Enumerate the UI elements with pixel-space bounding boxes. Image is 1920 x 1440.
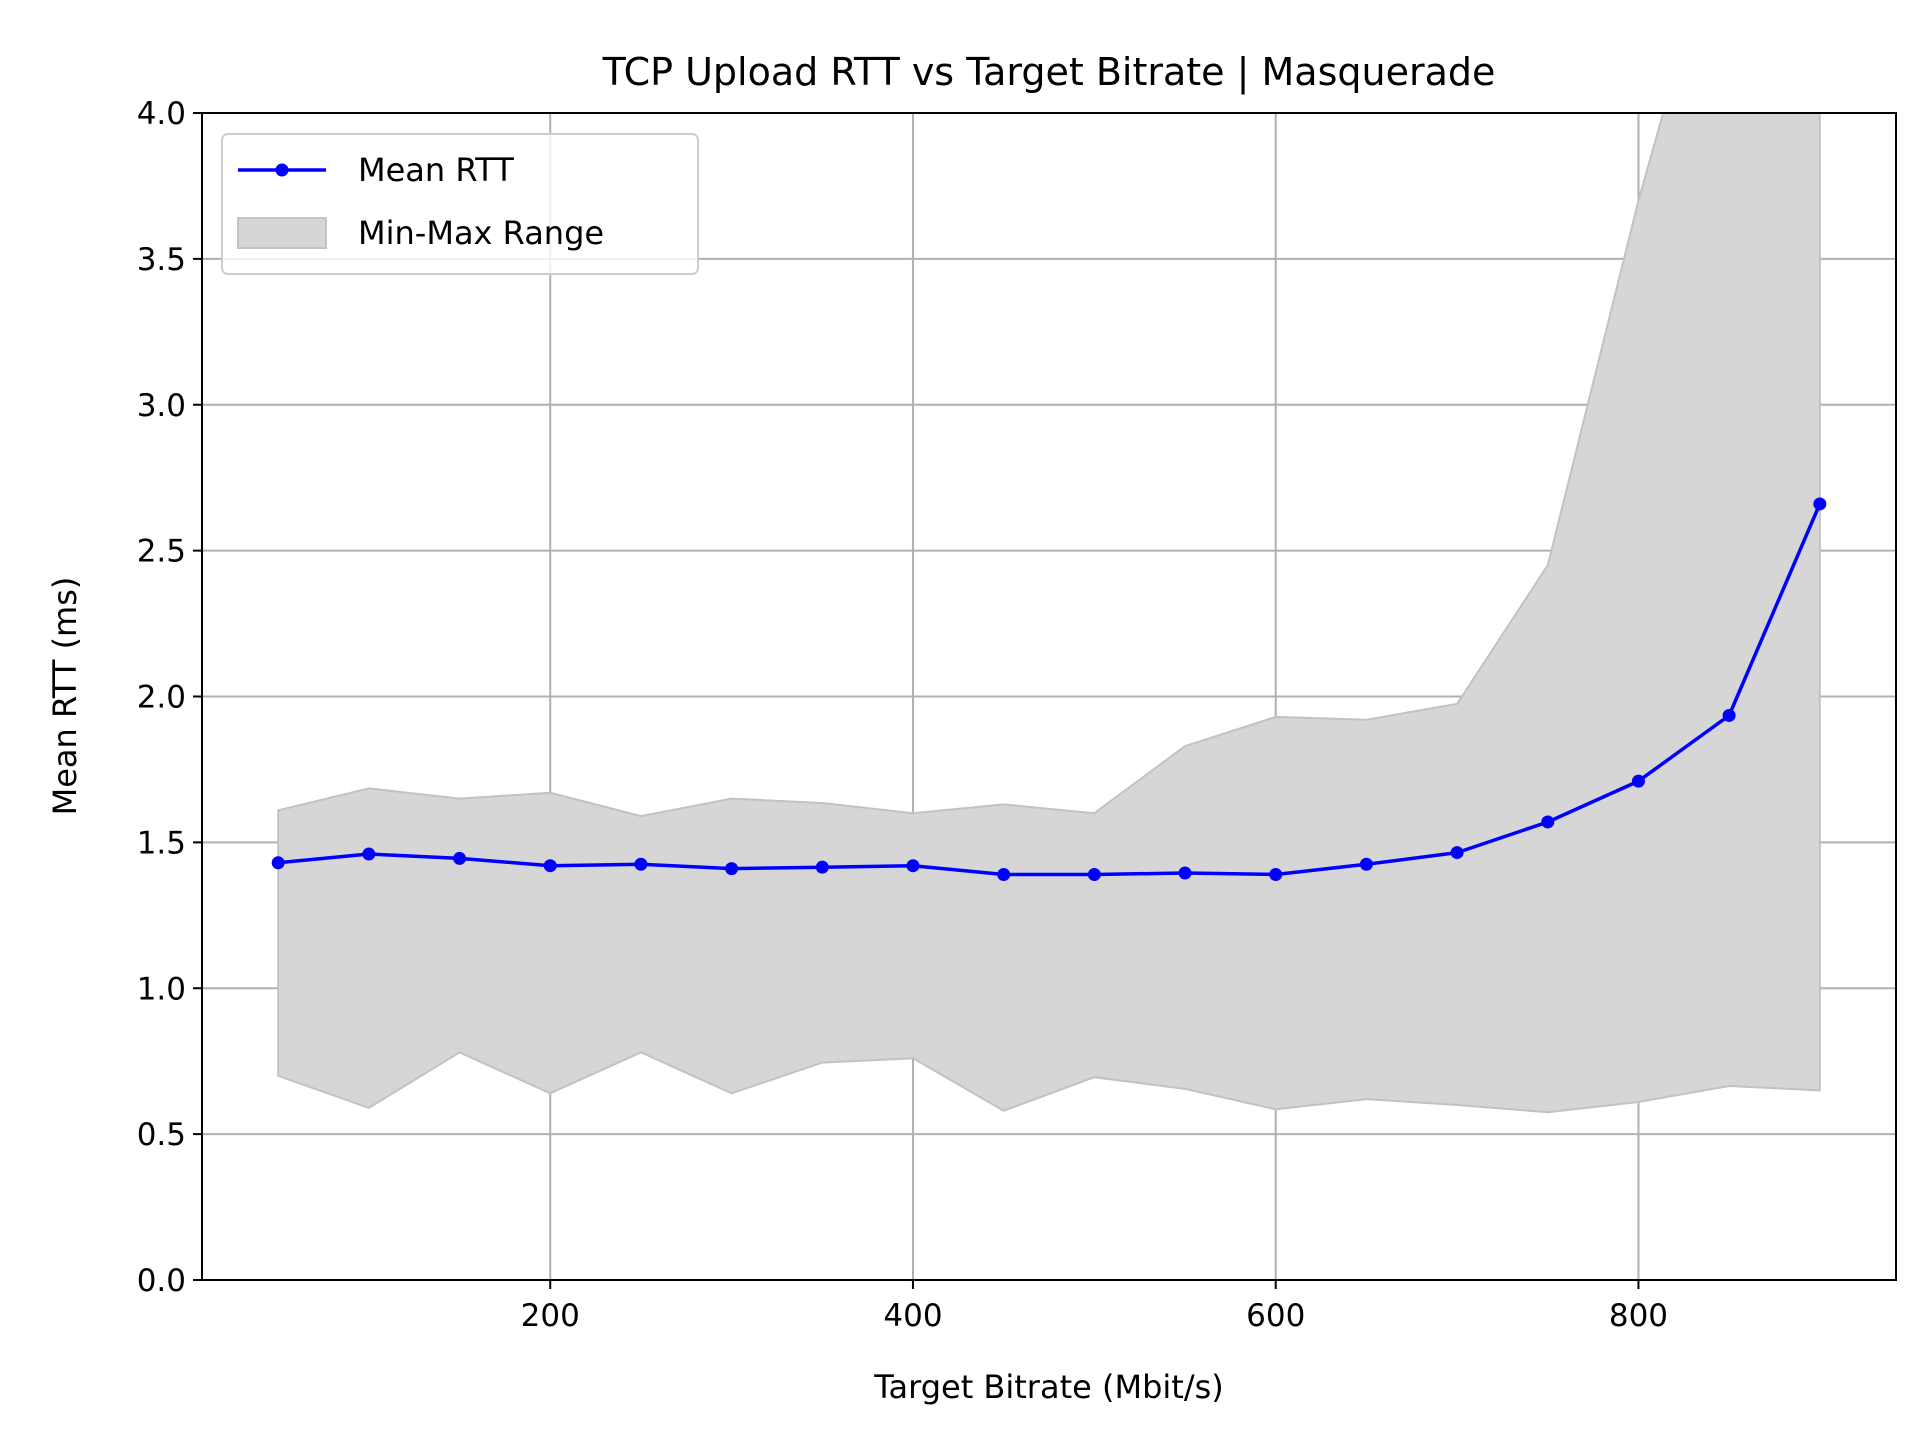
legend-marker-swatch	[275, 163, 289, 177]
mean-rtt-line	[278, 503, 1822, 877]
x-tick-label: 200	[521, 1298, 580, 1334]
mean-rtt-point	[1450, 846, 1464, 860]
mean-rtt-point	[634, 857, 648, 871]
y-tick-label: 2.0	[137, 680, 186, 716]
y-tick-label: 1.0	[137, 971, 186, 1007]
mean-rtt-point	[1087, 867, 1101, 881]
mean-rtt-point	[997, 867, 1011, 881]
mean-rtt-point	[1722, 708, 1736, 722]
legend-label-mean-rtt: Mean RTT	[358, 151, 514, 189]
legend-label-min-max-range: Min-Max Range	[358, 214, 604, 252]
y-tick-label: 3.0	[137, 388, 186, 424]
mean-rtt-point	[271, 856, 285, 870]
legend-box	[221, 133, 699, 275]
y-tick-label: 1.5	[137, 825, 186, 861]
y-tick-label: 0.0	[137, 1263, 186, 1299]
y-tick-label: 2.5	[137, 534, 186, 570]
legend-band-swatch	[237, 217, 327, 249]
mean-rtt-point	[362, 847, 376, 861]
mean-rtt-point	[815, 860, 829, 874]
y-tick-label: 4.0	[137, 96, 186, 132]
x-tick-label: 800	[1609, 1298, 1668, 1334]
min-max-range-band	[277, 113, 1821, 1114]
chart-title: TCP Upload RTT vs Target Bitrate | Masqu…	[602, 50, 1496, 95]
x-tick-label: 400	[883, 1298, 942, 1334]
mean-rtt-point	[725, 862, 739, 876]
y-tick-label: 0.5	[137, 1117, 186, 1153]
x-axis-label: Target Bitrate (Mbit/s)	[873, 1368, 1224, 1406]
mean-rtt-point	[1631, 774, 1645, 788]
mean-rtt-point	[543, 859, 557, 873]
mean-rtt-point	[1269, 867, 1283, 881]
mean-rtt-point	[1359, 857, 1373, 871]
mean-rtt-line-layer	[271, 497, 1827, 881]
mean-rtt-point	[453, 851, 467, 865]
mean-rtt-point	[906, 859, 920, 873]
min-max-band-layer	[277, 113, 1821, 1114]
y-tick-label: 3.5	[137, 242, 186, 278]
mean-rtt-point	[1813, 497, 1827, 511]
mean-rtt-point	[1178, 866, 1192, 880]
axis-ticks: 200 400 600 800 0.0 0.5 1.0 1.5 2.0 2.5 3.0 3.5 4.0	[137, 96, 1668, 1334]
y-axis-label: Mean RTT (ms)	[46, 577, 84, 816]
x-tick-label: 600	[1246, 1298, 1305, 1334]
legend: Mean RTT Min-Max Range	[221, 133, 699, 275]
mean-rtt-point	[1541, 815, 1555, 829]
